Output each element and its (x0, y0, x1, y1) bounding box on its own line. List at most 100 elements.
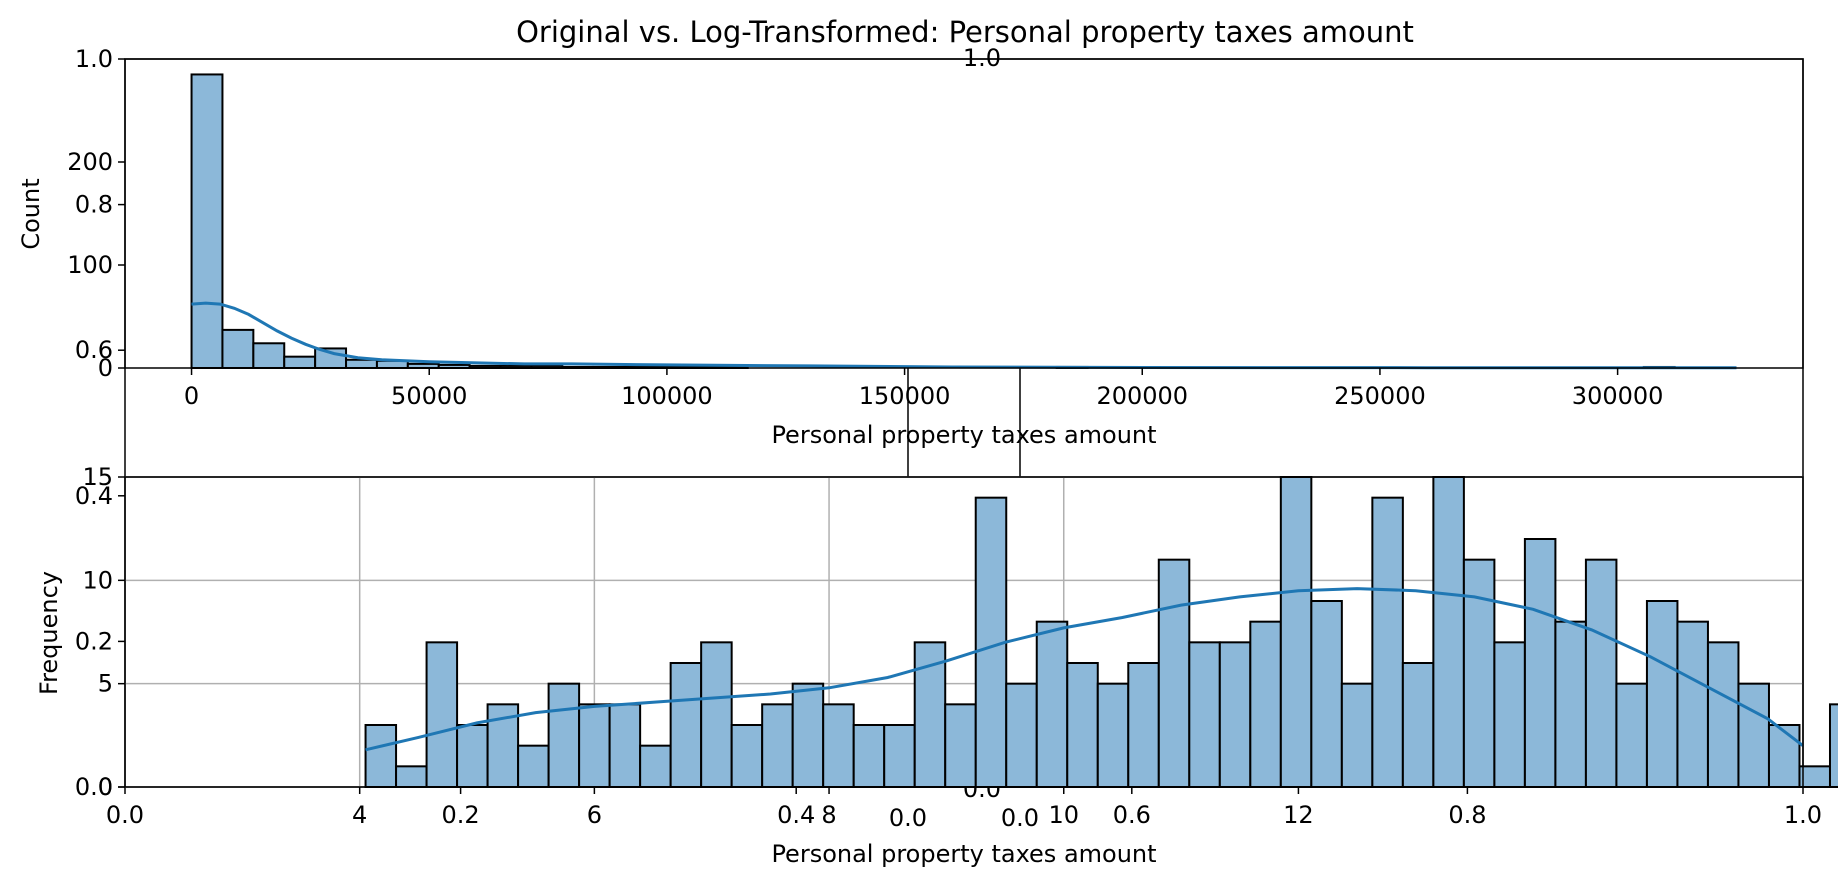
bottom-bar-25 (1127, 662, 1160, 788)
top-y-axis-label: Count (17, 178, 45, 249)
bottom-xtick-label-0: 4 (352, 801, 367, 829)
overlay-center-top-tick: 1.0 (963, 44, 1001, 72)
top-y-ticks: 0 100 200 (67, 148, 125, 382)
overlay-bottom-tick-label-3: 0.6 (1113, 801, 1151, 829)
overlay-left-ticks-bottom: 0.4 0.2 0.0 (75, 482, 125, 801)
top-xtick-label-5: 250000 (1334, 382, 1426, 410)
top-kde-line (191, 301, 1737, 370)
bottom-xtick-label-1: 6 (587, 801, 602, 829)
bottom-bar-23 (1066, 662, 1099, 788)
bottom-bar-17 (883, 724, 916, 788)
bottom-ytick-label-0: 0 (98, 773, 113, 801)
bottom-bar-39 (1554, 620, 1587, 789)
bottom-bar-48 (1828, 703, 1838, 788)
bottom-xtick-label-4: 12 (1283, 801, 1314, 829)
bottom-axes-frame (124, 476, 1804, 788)
bottom-bar-10 (669, 662, 703, 788)
top-xtick-label-3: 150000 (859, 382, 951, 410)
bottom-bar-12 (730, 724, 764, 788)
top-bar-5 (345, 358, 378, 370)
bottom-bar-1 (395, 765, 428, 788)
bottom-bar-26 (1157, 558, 1191, 789)
top-xtick-label-0: 0 (184, 382, 199, 410)
overlay-left-tick-label-bottom-0: 0.4 (75, 482, 113, 510)
bottom-bar-31 (1310, 600, 1343, 788)
bottom-ytick-label-1: 5 (98, 670, 113, 698)
overlay-left-tick-label-top-0: 1.0 (75, 45, 113, 73)
overlay-left-tick-label-bottom-2: 0.0 (75, 773, 113, 801)
bottom-bar-34 (1401, 662, 1435, 788)
overlay-bottom-tick-label-5: 1.0 (1784, 801, 1822, 829)
original-histogram-chart: 0 50000 100000 150000 200000 250000 300000 0 10… (17, 58, 1804, 449)
bottom-bar-37 (1493, 641, 1526, 788)
overlay-center-axis-tick-left: 0.0 (889, 804, 927, 832)
bottom-bar-13 (761, 703, 794, 788)
bottom-bars (364, 476, 1838, 789)
bottom-bar-27 (1188, 641, 1221, 788)
bottom-bar-32 (1340, 682, 1374, 789)
top-xtick-label-6: 300000 (1572, 382, 1664, 410)
log-histogram-chart: 4 6 8 10 12 0 5 10 15 Personal property taxes a… (35, 463, 1838, 868)
top-ytick-label-2: 200 (67, 148, 113, 176)
bottom-y-axis-label: Frequency (35, 571, 63, 695)
top-xtick-label-1: 50000 (391, 382, 467, 410)
overlay-left-tick-label-top-2: 0.6 (75, 336, 113, 364)
bottom-bar-30 (1279, 476, 1313, 788)
bottom-kde-line (365, 587, 1804, 752)
bottom-bar-8 (608, 703, 642, 788)
bottom-x-ticks: 4 6 8 10 12 (352, 787, 1314, 829)
bottom-bar-15 (822, 703, 855, 788)
bottom-bar-11 (700, 641, 733, 788)
top-ytick-label-0: 0 (98, 354, 113, 382)
bottom-bar-47 (1798, 765, 1831, 788)
top-x-ticks: 0 50000 100000 150000 200000 250000 300000 (184, 368, 1664, 410)
top-xtick-label-4: 200000 (1096, 382, 1188, 410)
bottom-bar-42 (1645, 600, 1679, 788)
overlay-left-tick-label-bottom-1: 0.2 (75, 627, 113, 655)
overlay-left-tick-label-top-1: 0.8 (75, 191, 113, 219)
bottom-bar-44 (1706, 641, 1740, 788)
overlay-bottom-tick-label-2: 0.4 (777, 801, 815, 829)
bottom-bar-46 (1767, 724, 1801, 788)
top-xtick-label-2: 100000 (621, 382, 713, 410)
bottom-bar-24 (1096, 682, 1130, 789)
bottom-bar-2 (425, 641, 459, 788)
bottom-bar-36 (1462, 558, 1496, 789)
bottom-xtick-label-3: 10 (1048, 801, 1079, 829)
bottom-ytick-label-2: 10 (82, 566, 113, 594)
bottom-bar-5 (517, 744, 550, 789)
bottom-bar-16 (852, 724, 886, 788)
bottom-bar-45 (1737, 682, 1770, 789)
bottom-bar-3 (456, 724, 489, 788)
bottom-bar-14 (791, 682, 825, 789)
bottom-y-ticks: 0 5 10 15 (82, 463, 125, 801)
bottom-bar-41 (1615, 682, 1648, 789)
bottom-x-axis-label: Personal property taxes amount (771, 840, 1156, 868)
top-ytick-label-1: 100 (67, 251, 113, 279)
bottom-bar-21 (1005, 682, 1038, 789)
overlay-bottom-ticks: 0.0 0.2 0.4 0.6 0.8 1.0 (106, 787, 1822, 829)
bottom-bar-7 (578, 703, 611, 788)
bottom-bar-9 (639, 744, 672, 789)
bottom-bar-6 (547, 682, 581, 789)
top-bar-1 (221, 328, 255, 370)
top-x-axis-label: Personal property taxes amount (771, 421, 1156, 449)
overlay-bottom-tick-label-0: 0.0 (106, 801, 144, 829)
overlay-center-axis-tick-right: 0.0 (1001, 804, 1039, 832)
bottom-bar-35 (1432, 476, 1465, 788)
bottom-xtick-label-2: 8 (821, 801, 836, 829)
top-bar-3 (283, 355, 317, 370)
overlay-bottom-tick-label-4: 0.8 (1448, 801, 1486, 829)
bottom-bar-33 (1371, 496, 1404, 788)
overlay-left-ticks-top: 1.0 0.8 0.6 (75, 45, 125, 364)
bottom-bar-19 (944, 703, 977, 788)
bottom-bar-29 (1249, 620, 1282, 789)
bottom-bar-38 (1523, 538, 1557, 788)
bottom-bar-28 (1218, 641, 1252, 788)
top-bar-0 (190, 73, 224, 369)
top-bar-2 (252, 342, 286, 369)
figure-title: Original vs. Log-Transformed: Personal p… (516, 15, 1414, 49)
bottom-bar-22 (1035, 620, 1069, 789)
bottom-bar-0 (364, 724, 398, 788)
